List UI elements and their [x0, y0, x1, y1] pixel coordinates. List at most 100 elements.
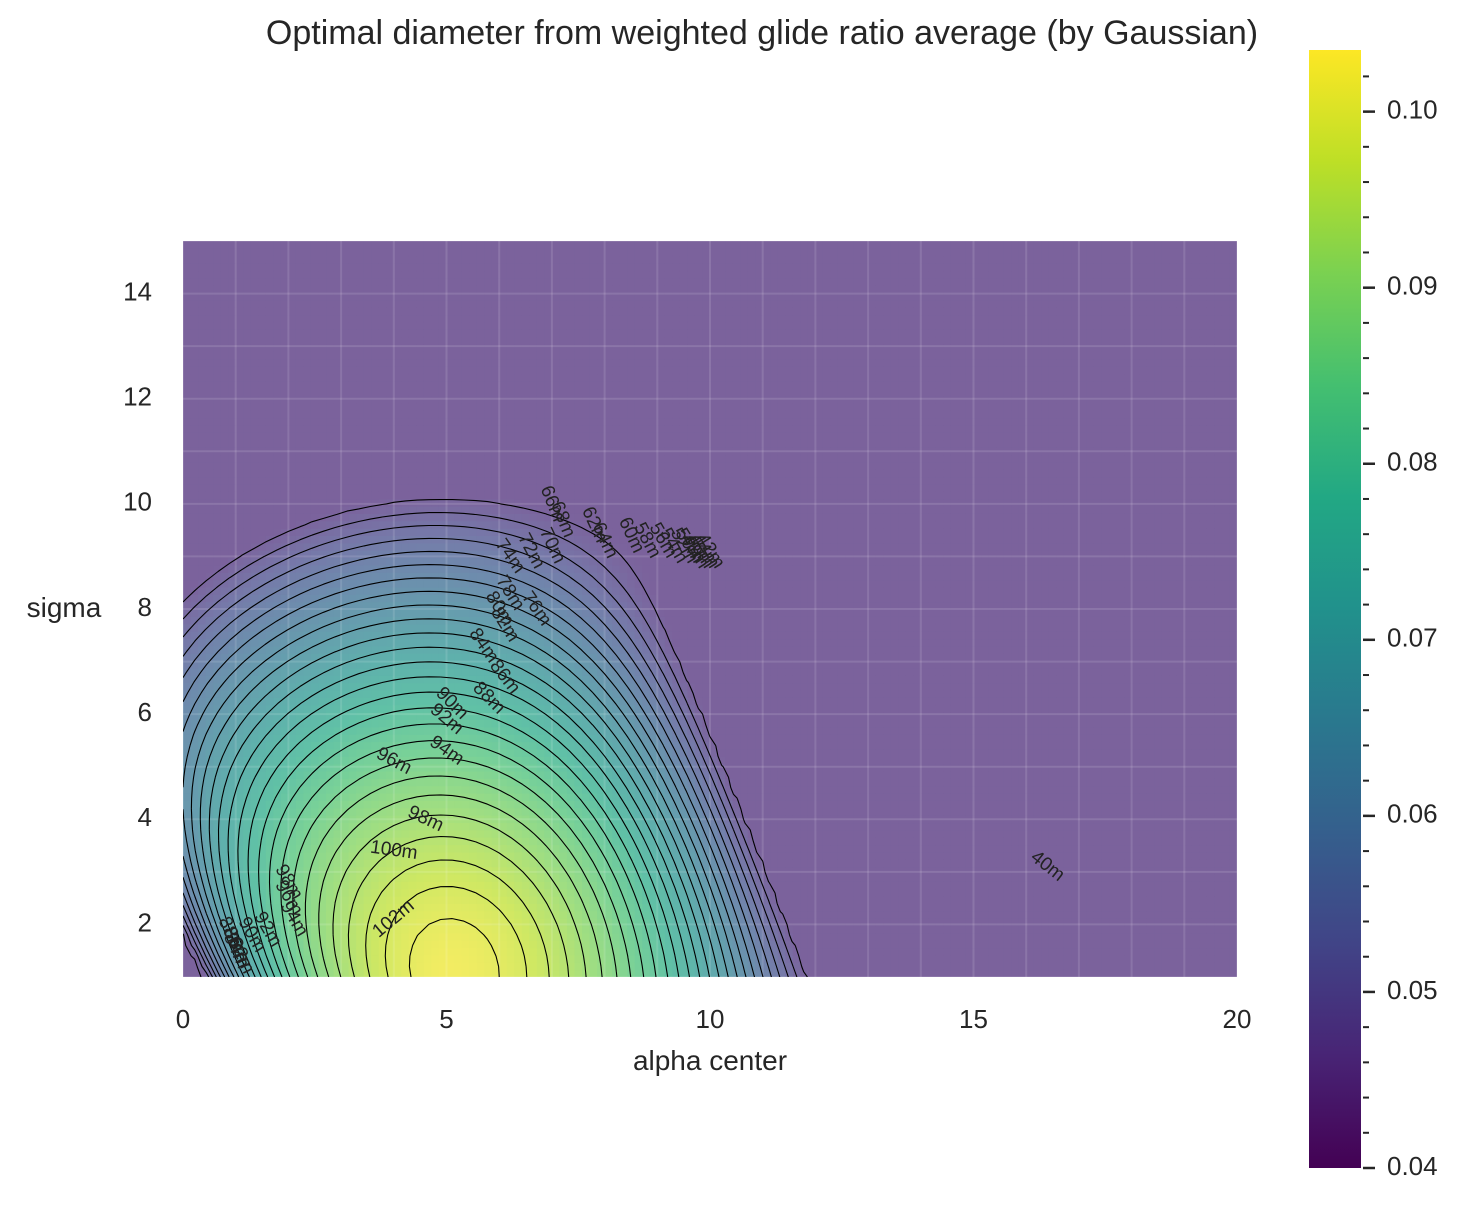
heatmap-cell: [310, 763, 320, 772]
heatmap-cell: [228, 321, 237, 330]
heatmap-cell: [371, 954, 380, 963]
heatmap-cell: [454, 594, 463, 603]
heatmap-cell: [536, 388, 545, 397]
heatmap-cell: [265, 299, 274, 308]
heatmap-cell: [476, 483, 485, 492]
heatmap-cell: [326, 255, 335, 264]
heatmap-cell: [431, 748, 440, 757]
heatmap-cell: [476, 461, 485, 470]
heatmap-cell: [303, 623, 312, 632]
heatmap-cell: [183, 873, 192, 882]
heatmap-cell: [536, 682, 545, 691]
heatmap-cell: [348, 793, 357, 801]
heatmap-cell: [438, 314, 448, 323]
heatmap-cell: [228, 439, 237, 448]
heatmap-cell: [378, 719, 387, 728]
heatmap-cell: [378, 726, 387, 735]
heatmap-cell: [446, 307, 455, 316]
heatmap-cell: [461, 631, 470, 640]
heatmap-cell: [521, 918, 530, 927]
heatmap-cell: [363, 888, 372, 897]
heatmap-cell: [205, 623, 214, 632]
heatmap-cell: [348, 697, 357, 706]
heatmap-cell: [484, 263, 493, 272]
heatmap-cell: [250, 277, 259, 286]
heatmap-cell: [258, 756, 267, 765]
heatmap-cell: [258, 557, 267, 566]
heatmap-cell: [310, 947, 320, 956]
heatmap-cell: [295, 881, 305, 890]
heatmap-cell: [431, 476, 440, 485]
heatmap-cell: [438, 447, 448, 456]
heatmap-cell: [190, 667, 199, 676]
heatmap-cell: [371, 601, 380, 610]
heatmap-cell: [310, 807, 320, 816]
heatmap-cell: [228, 358, 237, 367]
heatmap-cell: [454, 483, 463, 492]
heatmap-cell: [310, 270, 320, 279]
heatmap-cell: [280, 689, 289, 698]
heatmap-cell: [431, 896, 440, 904]
heatmap-cell: [190, 910, 199, 919]
heatmap-cell: [333, 910, 342, 919]
heatmap-cell: [235, 373, 244, 382]
heatmap-cell: [183, 631, 192, 640]
heatmap-cell: [401, 660, 410, 669]
heatmap-cell: [469, 645, 478, 654]
heatmap-cell: [190, 461, 199, 470]
heatmap-cell: [461, 954, 470, 963]
heatmap-cell: [393, 248, 402, 257]
heatmap-cell: [341, 373, 350, 382]
heatmap-cell: [401, 410, 410, 419]
heatmap-cell: [476, 307, 485, 316]
heatmap-cell: [220, 778, 229, 787]
heatmap-cell: [250, 299, 259, 308]
heatmap-cell: [491, 969, 500, 977]
heatmap-cell: [295, 469, 305, 478]
heatmap-cell: [423, 402, 433, 411]
heatmap-cell: [401, 241, 410, 249]
heatmap-cell: [529, 520, 538, 529]
heatmap-cell: [273, 402, 282, 411]
heatmap-cell: [341, 439, 350, 448]
heatmap-cell: [258, 712, 267, 720]
heatmap-cell: [333, 285, 342, 294]
heatmap-cell: [431, 837, 440, 846]
heatmap-cell: [363, 263, 372, 272]
heatmap-cell: [250, 778, 259, 787]
heatmap-cell: [454, 910, 463, 919]
heatmap-cell: [454, 329, 463, 338]
heatmap-cell: [288, 962, 297, 971]
heatmap-cell: [250, 756, 259, 765]
heatmap-cell: [454, 748, 463, 757]
heatmap-cell: [438, 410, 448, 419]
heatmap-cell: [536, 285, 545, 294]
heatmap-cell: [476, 918, 485, 927]
heatmap-cell: [454, 667, 463, 676]
heatmap-cell: [258, 631, 267, 640]
heatmap-cell: [386, 638, 395, 647]
heatmap-cell: [506, 609, 515, 617]
heatmap-cell: [310, 461, 320, 470]
heatmap-cell: [446, 910, 455, 919]
heatmap-cell: [333, 770, 342, 779]
heatmap-cell: [484, 770, 493, 779]
heatmap-cell: [371, 763, 380, 772]
heatmap-cell: [310, 697, 320, 706]
heatmap-cell: [431, 881, 440, 890]
heatmap-cell: [551, 270, 561, 279]
heatmap-cell: [318, 601, 327, 610]
heatmap-cell: [446, 873, 455, 882]
heatmap-cell: [499, 594, 508, 603]
heatmap-cell: [386, 969, 395, 977]
heatmap-cell: [280, 285, 289, 294]
heatmap-cell: [469, 263, 478, 272]
heatmap-cell: [401, 829, 410, 838]
heatmap-cell: [213, 616, 222, 625]
heatmap-cell: [423, 366, 433, 375]
heatmap-cell: [363, 859, 372, 868]
heatmap-cell: [423, 542, 433, 551]
heatmap-cell: [295, 550, 305, 559]
heatmap-cell: [235, 402, 244, 411]
heatmap-cell: [235, 241, 244, 249]
